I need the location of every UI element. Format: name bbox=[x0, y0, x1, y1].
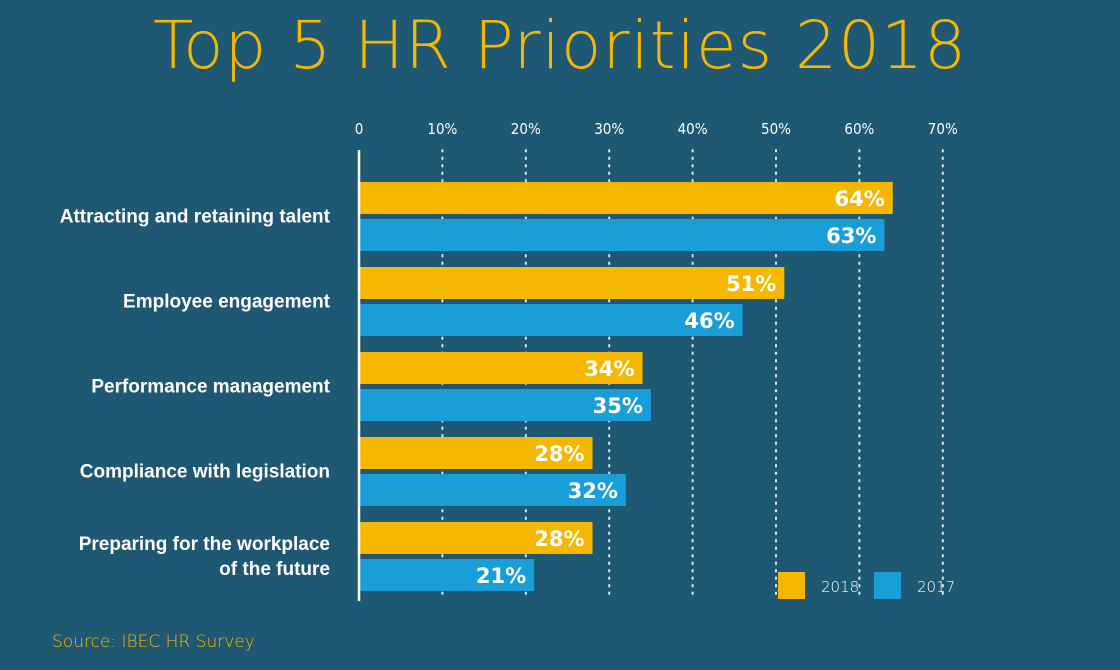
data-label: 64% bbox=[834, 187, 884, 211]
legend-swatch-2017 bbox=[874, 572, 901, 599]
bar-2018 bbox=[359, 267, 785, 299]
category-label: Preparing for the workplace bbox=[79, 534, 330, 555]
bar-2017 bbox=[359, 474, 626, 506]
data-label: 28% bbox=[534, 527, 584, 551]
data-label: 28% bbox=[534, 442, 584, 466]
bar-2018 bbox=[359, 522, 593, 554]
category-label: Attracting and retaining talent bbox=[60, 207, 331, 228]
bar-2017 bbox=[359, 304, 743, 336]
data-label: 34% bbox=[584, 357, 634, 381]
data-label: 46% bbox=[684, 309, 734, 333]
x-tick-label: 60% bbox=[844, 120, 874, 138]
bar-2018 bbox=[359, 182, 893, 214]
category-label: of the future bbox=[219, 559, 330, 580]
x-tick-label: 10% bbox=[427, 120, 457, 138]
legend-label: 2017 bbox=[917, 578, 955, 596]
legend-label: 2018 bbox=[821, 578, 859, 596]
bar-2017 bbox=[359, 559, 535, 591]
legend-swatch-2018 bbox=[778, 572, 805, 599]
x-tick-label: 70% bbox=[928, 120, 958, 138]
bar-2017 bbox=[359, 389, 651, 421]
x-tick-label: 50% bbox=[761, 120, 791, 138]
data-label: 63% bbox=[826, 224, 876, 248]
x-tick-label: 30% bbox=[594, 120, 624, 138]
chart-title: Top 5 HR Priorities 2018 bbox=[153, 7, 967, 84]
bar-2018 bbox=[359, 352, 643, 384]
data-label: 32% bbox=[568, 479, 618, 503]
data-label: 51% bbox=[726, 272, 776, 296]
category-label: Employee engagement bbox=[123, 292, 331, 313]
category-label: Compliance with legislation bbox=[80, 462, 330, 483]
data-label: 35% bbox=[593, 394, 643, 418]
x-tick-label: 20% bbox=[511, 120, 541, 138]
source-note: Source: IBEC HR Survey bbox=[52, 632, 255, 652]
bar-2017 bbox=[359, 219, 885, 251]
x-tick-label: 0 bbox=[355, 120, 364, 138]
x-tick-label: 40% bbox=[678, 120, 708, 138]
category-label: Performance management bbox=[91, 377, 330, 398]
bar-2018 bbox=[359, 437, 593, 469]
data-label: 21% bbox=[476, 564, 526, 588]
